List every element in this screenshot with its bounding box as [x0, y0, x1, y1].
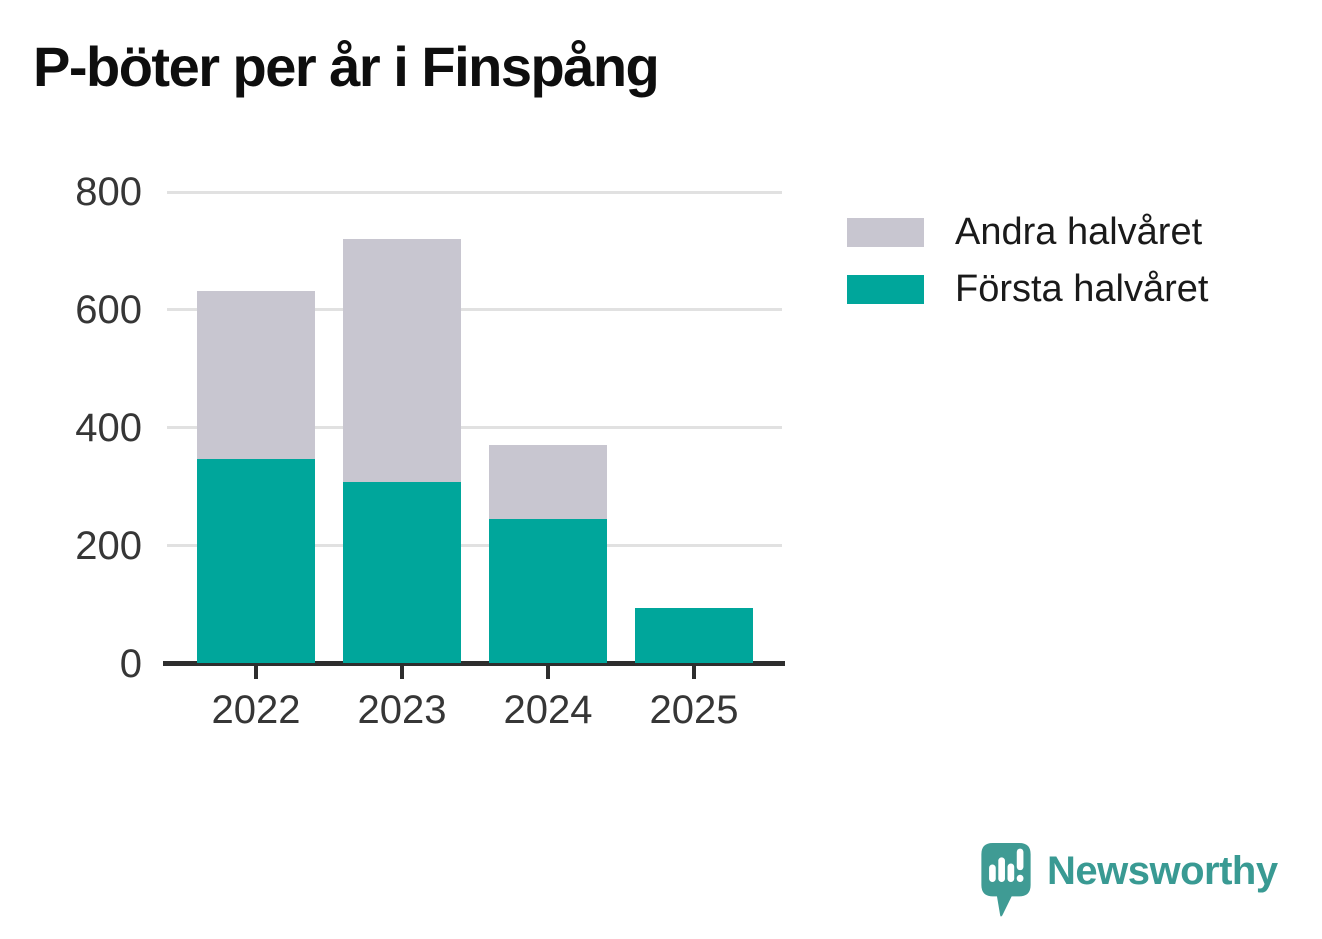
x-axis-tick-label-2024: 2024 — [503, 688, 593, 732]
bar-2023-andra-halvåret — [343, 239, 461, 482]
bar-2022-första-halvåret — [197, 458, 315, 664]
legend-item-forsta-halvaret: Första halvåret — [847, 268, 1208, 310]
chart-title: P-böter per år i Finspång — [33, 35, 660, 98]
bar-2024-första-halvåret — [489, 519, 607, 664]
legend-swatch-andra-halvaret — [847, 217, 924, 247]
y-axis-tick-label: 0 — [119, 641, 142, 686]
bar-2023-första-halvåret — [343, 481, 461, 664]
newsworthy-logo: Newsworthy — [980, 843, 1278, 923]
legend-label-forsta-halvaret: Första halvåret — [955, 267, 1209, 310]
legend-item-andra-halvaret: Andra halvåret — [847, 211, 1208, 253]
x-axis-tick-2024 — [546, 666, 550, 679]
bar-2022-andra-halvåret — [197, 291, 315, 459]
legend-swatch-forsta-halvaret — [847, 274, 924, 304]
newsworthy-speech-bubble-chart-icon — [981, 843, 1031, 917]
gridline-200 — [167, 544, 782, 548]
x-axis-line — [163, 661, 785, 666]
y-axis-tick-label: 200 — [75, 523, 142, 568]
x-axis-tick-2022 — [254, 666, 258, 679]
gridline-400 — [167, 426, 782, 430]
gridline-800 — [167, 190, 782, 194]
x-axis-tick-2025 — [692, 666, 696, 679]
y-axis-tick-label: 800 — [75, 170, 142, 214]
x-axis-tick-label-2022: 2022 — [211, 688, 301, 732]
bar-2025-första-halvåret — [635, 607, 753, 664]
legend: Andra halvåret Första halvåret — [847, 211, 1208, 331]
y-axis-tick-label: 400 — [75, 405, 142, 450]
x-axis-tick-label-2023: 2023 — [357, 688, 447, 732]
x-axis-tick-2023 — [400, 666, 404, 679]
newsworthy-logo-text: Newsworthy — [1047, 849, 1278, 893]
gridline-600 — [167, 308, 782, 312]
bar-2024-andra-halvåret — [489, 445, 607, 520]
legend-label-andra-halvaret: Andra halvåret — [955, 210, 1203, 253]
x-axis-tick-label-2025: 2025 — [649, 688, 739, 732]
y-axis-tick-label: 600 — [75, 287, 142, 332]
